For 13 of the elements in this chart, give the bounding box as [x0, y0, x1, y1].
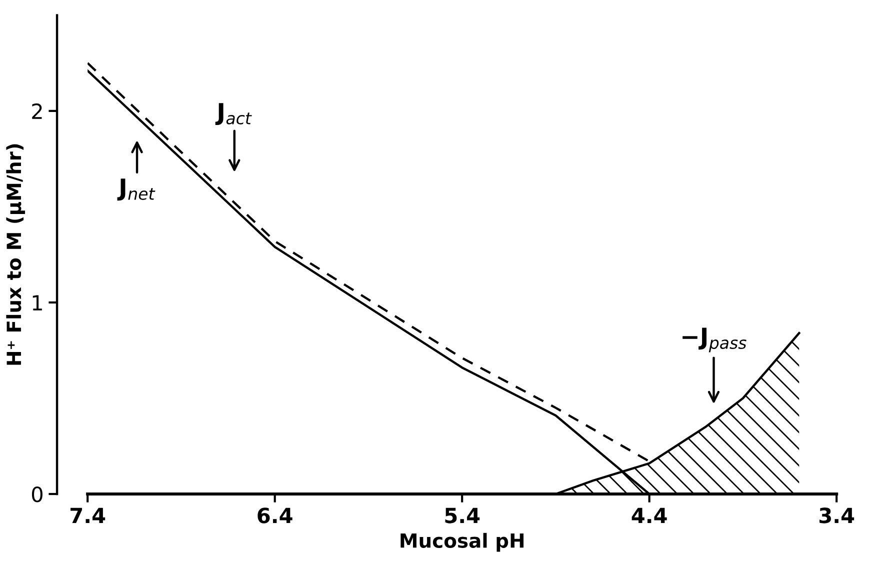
y-tick-label: 1 [32, 295, 42, 310]
x-axis-title: Mucosal pH [400, 532, 524, 552]
y-axis-title: H⁺ Flux to M (µM/hr) [6, 144, 26, 365]
x-tick-label: 3.4 [820, 508, 854, 524]
annotation: J$_{act}$ [215, 103, 252, 126]
y-tick-label: 0 [32, 486, 42, 502]
x-tick-label: 5.4 [445, 508, 480, 524]
x-tick-label: 7.4 [70, 508, 106, 524]
x-tick-label: 4.4 [632, 508, 667, 524]
annotation: J$_{net}$ [117, 178, 156, 201]
annotation: −J$_{pass}$ [682, 328, 746, 352]
y-tick-label: 2 [32, 103, 42, 119]
x-tick-label: 6.4 [258, 508, 292, 524]
